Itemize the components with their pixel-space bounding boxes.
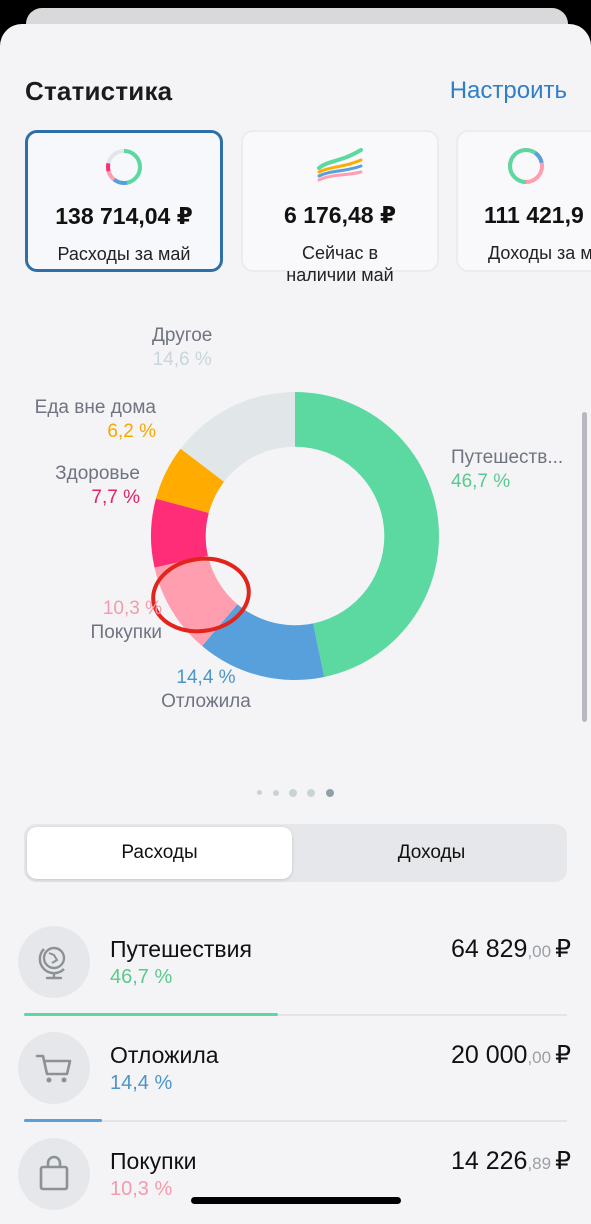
tab-income[interactable]: Доходы [397, 842, 466, 863]
amount-kopecks: ,00 [527, 942, 552, 961]
card-label: Сейчас в наличии май [286, 243, 394, 285]
chart-label-pct: 46,7 % [451, 471, 511, 492]
card-amount: 138 714,04 ₽ [55, 203, 193, 229]
chart-label-name: Еда вне дома [34, 397, 156, 418]
home-indicator[interactable] [191, 1197, 401, 1204]
donut-icon [106, 149, 142, 185]
page-dot[interactable] [289, 788, 297, 797]
chart-label-other: Другое 14,6 % [152, 324, 212, 372]
category-avatar [18, 1032, 90, 1104]
scrollbar[interactable] [582, 412, 587, 722]
amount-kopecks: ,89 [527, 1154, 552, 1173]
card-label: Доходы за м [488, 243, 591, 263]
donut-chart-svg [151, 392, 439, 680]
donut-icon [508, 148, 544, 184]
chart-label-name: Путешеств... [451, 447, 564, 468]
chart-label-saved: 14,4 % Отложила [150, 666, 262, 714]
donut-slice-2[interactable] [154, 555, 238, 647]
category-pct: 14,4 % [110, 1072, 173, 1094]
chart-label-name: Отложила [161, 691, 251, 712]
chart-label-health: Здоровье 7,7 % [20, 462, 140, 510]
category-pct: 10,3 % [110, 1178, 173, 1200]
page-dot-active[interactable] [325, 788, 334, 797]
category-amount: 64 829,00 ₽ [451, 934, 571, 964]
category-name: Покупки [110, 1148, 197, 1174]
donut-slice-0[interactable] [295, 392, 439, 678]
page-title: Статистика [25, 76, 173, 106]
card-amount: 6 176,48 ₽ [284, 202, 396, 228]
configure-button[interactable]: Настроить [449, 77, 567, 104]
progress-bar [24, 1013, 278, 1016]
page-dot[interactable] [257, 790, 263, 796]
donut-slice-5[interactable] [180, 392, 295, 482]
category-amount: 20 000,00 ₽ [451, 1040, 571, 1070]
page-indicator[interactable] [0, 784, 591, 802]
category-amount: 14 226,89 ₽ [451, 1146, 571, 1176]
chart-label-pct: 10,3 % [102, 598, 162, 619]
amount-main: 20 000 [450, 1041, 528, 1069]
card-cash[interactable]: 6 176,48 ₽ Сейчас в наличии май [241, 130, 439, 285]
tab-expenses[interactable]: Расходы [27, 827, 292, 879]
donut-slice-1[interactable] [202, 604, 325, 680]
chart-label-pct: 7,7 % [91, 487, 140, 508]
amount-main: 64 829 [450, 935, 528, 963]
currency-symbol: ₽ [555, 1041, 571, 1069]
category-name: Отложила [110, 1042, 219, 1068]
amount-kopecks: ,00 [527, 1048, 552, 1067]
progress-track [24, 1014, 567, 1016]
bag-icon [39, 1155, 69, 1191]
chart-label-eating-out: Еда вне дома 6,2 % [18, 396, 156, 444]
chart-label-name: Здоровье [55, 463, 140, 484]
segmented-control: Расходы Доходы [24, 824, 567, 882]
donut-slice-4[interactable] [155, 448, 225, 513]
currency-symbol: ₽ [555, 935, 571, 963]
card-amount: 111 421,9 [484, 202, 584, 228]
amount-main: 14 226 [450, 1147, 528, 1175]
chart-label-name: Другое [152, 325, 213, 346]
donut-chart: Другое 14,6 % Еда вне дома 6,2 % Здоровь… [0, 314, 591, 744]
card-income[interactable]: 111 421,9 Доходы за м [456, 130, 591, 272]
list-item[interactable]: Покупки 10,3 % 14 226,89 ₽ [0, 1138, 591, 1224]
page-dot[interactable] [307, 788, 316, 797]
progress-track [24, 1120, 567, 1122]
annotation-circle [151, 556, 251, 634]
globe-icon [38, 946, 66, 980]
category-avatar [18, 1138, 90, 1210]
currency-symbol: ₽ [555, 1147, 571, 1175]
chart-label-pct: 6,2 % [107, 421, 156, 442]
progress-bar [24, 1119, 103, 1122]
list-item[interactable]: Отложила 14,4 % 20 000,00 ₽ [0, 1032, 591, 1138]
list-item[interactable]: Путешествия 46,7 % 64 829,00 ₽ [0, 926, 591, 1032]
chart-label-pct: 14,6 % [152, 349, 212, 370]
category-avatar [18, 926, 90, 998]
chart-label-travel: Путешеств... 46,7 % [451, 446, 563, 494]
category-pct: 46,7 % [110, 966, 173, 988]
statistics-sheet: Статистика Настроить 138 714,04 ₽ Расход… [0, 24, 591, 1224]
card-label: Расходы за май [57, 244, 191, 264]
donut-slice-3[interactable] [151, 498, 209, 568]
chart-label-pct: 14,4 % [176, 667, 236, 688]
cart-icon [35, 1054, 72, 1083]
chart-label-shopping: 10,3 % Покупки [30, 597, 162, 645]
category-name: Путешествия [110, 936, 252, 962]
card-expenses[interactable]: 138 714,04 ₽ Расходы за май [25, 130, 223, 272]
chart-label-name: Покупки [90, 622, 162, 643]
page-dot[interactable] [272, 789, 279, 796]
waves-icon [317, 148, 363, 182]
